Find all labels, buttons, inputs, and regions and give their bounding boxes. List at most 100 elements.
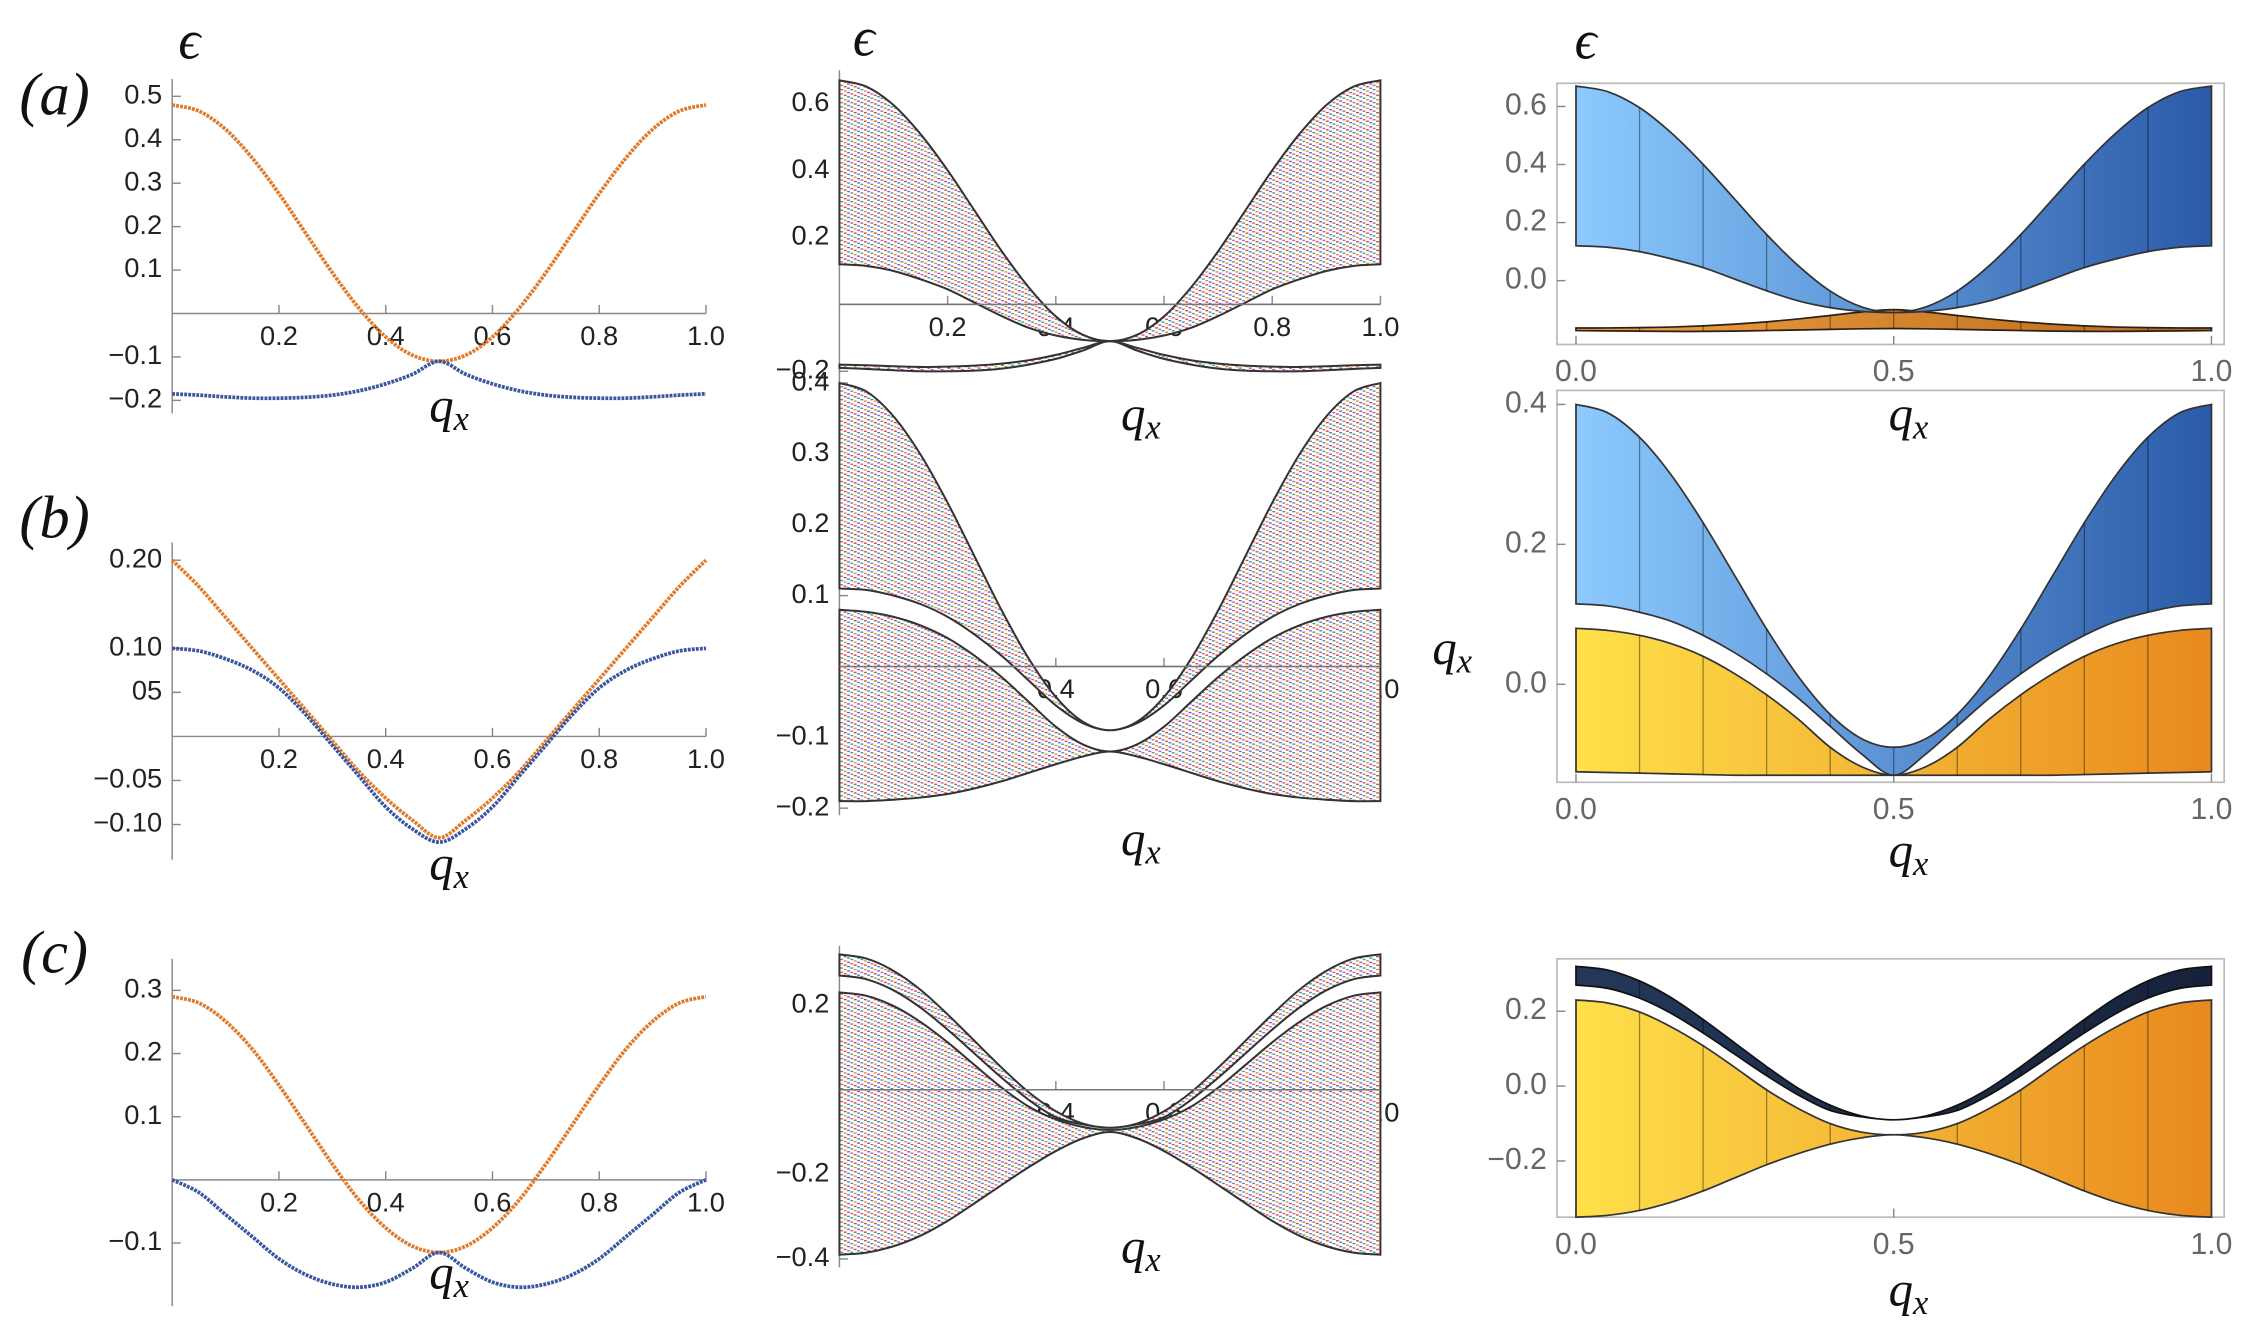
x-tick-label: 0.5: [1873, 1228, 1915, 1261]
y-tick-label: 0.2: [124, 209, 162, 240]
x-tick-label: 0.0: [1555, 355, 1597, 388]
annotation: qx: [1432, 621, 1472, 680]
x-tick-label: 1.0: [687, 1186, 725, 1217]
x-axis-label: qx: [1889, 824, 1929, 883]
surface: [1575, 85, 2213, 314]
y-axis-label: ϵ: [853, 7, 877, 68]
x-axis-label-sub: x: [1912, 409, 1929, 447]
curve: [170, 558, 708, 840]
y-tick-label: 0.4: [792, 153, 830, 184]
surface: [1575, 403, 2213, 777]
x-tick-label: 0.8: [580, 320, 618, 351]
y-tick-label: 0.2: [1505, 205, 1547, 238]
y-tick-label: 0.2: [792, 220, 830, 251]
y-tick-label: 0.0: [1505, 1068, 1547, 1101]
x-axis-label-sub: x: [453, 858, 470, 896]
surface: [1575, 627, 2213, 777]
y-tick-label: −0.2: [108, 383, 162, 414]
x-axis-label-sub: x: [453, 1267, 470, 1305]
band: [838, 381, 1382, 732]
x-tick-label: 0.2: [260, 743, 298, 774]
plot-frame: [1556, 389, 2226, 784]
band: [838, 953, 1382, 1129]
y-tick-label: 0.2: [792, 507, 830, 538]
y-axis-label: ϵ: [1575, 9, 1599, 70]
y-tick-label: 0.4: [792, 365, 830, 396]
y-tick-label: −0.2: [776, 790, 830, 821]
y-tick-label: 0.1: [124, 252, 162, 283]
x-tick-label: 0.6: [474, 1186, 512, 1217]
x-tick-label: 0.5: [1873, 355, 1915, 388]
surface: [1575, 999, 2213, 1219]
y-tick-label: 0.1: [792, 578, 830, 609]
y-tick-label: 0.4: [124, 122, 162, 153]
x-axis-label: qx: [1121, 1220, 1161, 1279]
x-axis-label-base: q: [1889, 824, 1913, 878]
x-axis-label: qx: [1121, 387, 1161, 446]
x-axis-label-base: q: [1889, 1263, 1913, 1317]
y-tick-label: −0.2: [776, 353, 830, 384]
panel-label: (a): [19, 61, 89, 128]
curve: [171, 1178, 707, 1290]
plot-frame: [1556, 82, 2226, 346]
x-axis-label-sub: x: [1144, 409, 1161, 447]
x-axis-label-base: q: [1121, 387, 1145, 441]
annotation-sub: x: [1456, 642, 1473, 680]
y-tick-label: 0.6: [792, 86, 830, 117]
x-tick-label: 0.8: [1253, 311, 1291, 342]
x-axis-label: qx: [1889, 1263, 1929, 1322]
y-tick-label: 0.3: [124, 973, 162, 1004]
y-tick-label: −0.05: [93, 763, 162, 794]
y-tick-label: 0.4: [1505, 146, 1547, 179]
x-tick-label: 0.5: [1873, 793, 1915, 826]
x-axis-label: qx: [1889, 387, 1929, 446]
x-axis-label-sub: x: [1912, 1284, 1929, 1322]
x-tick-label: 1.0: [2191, 355, 2233, 388]
x-axis-label-base: q: [1121, 1220, 1145, 1274]
x-axis-label-base: q: [1121, 812, 1145, 866]
x-tick-label: 0.2: [929, 311, 967, 342]
panel-label: (c): [21, 920, 88, 987]
x-tick-label: 0.0: [1555, 793, 1597, 826]
y-tick-label: 0.20: [109, 542, 162, 573]
x-axis-label-base: q: [429, 379, 453, 433]
curve: [171, 994, 707, 1255]
x-tick-label: 1.0: [1361, 311, 1399, 342]
x-tick-label: 1.0: [2191, 1228, 2233, 1261]
y-tick-label: −0.2: [776, 1157, 830, 1188]
panel-label: (b): [19, 485, 89, 552]
x-tick-label: 0.2: [260, 1186, 298, 1217]
x-axis-label: qx: [429, 1246, 469, 1305]
x-tick-label: 0.0: [1555, 1228, 1597, 1261]
x-tick-label: 0.4: [367, 743, 405, 774]
y-tick-label: 0.0: [1505, 666, 1547, 699]
y-tick-label: 0.1: [124, 1099, 162, 1130]
x-tick-label: 1.0: [2191, 793, 2233, 826]
y-axis-label: ϵ: [178, 9, 202, 70]
x-tick-label: 0.2: [260, 320, 298, 351]
y-tick-label: 05: [132, 675, 162, 706]
x-tick-label: 0.4: [367, 1186, 405, 1217]
y-tick-label: −0.4: [776, 1241, 830, 1272]
curve: [172, 359, 707, 401]
y-tick-label: 0.6: [1505, 88, 1547, 121]
surface: [1575, 308, 2213, 333]
y-tick-label: 0.0: [1505, 263, 1547, 296]
band: [838, 608, 1382, 803]
curve: [171, 103, 707, 364]
y-tick-label: 0.2: [124, 1036, 162, 1067]
x-axis-label-sub: x: [1144, 833, 1161, 871]
x-tick-label: 0.8: [580, 743, 618, 774]
band: [838, 991, 1382, 1256]
y-tick-label: 0.3: [124, 165, 162, 196]
x-axis-label-base: q: [429, 1246, 453, 1300]
x-axis-label: qx: [1121, 812, 1161, 871]
x-axis-label: qx: [429, 379, 469, 438]
x-axis-label-sub: x: [453, 400, 470, 438]
x-axis-label: qx: [429, 837, 469, 896]
band: [838, 79, 1382, 343]
plot-frame: [1556, 957, 2226, 1219]
x-tick-label: 1.0: [687, 320, 725, 351]
x-tick-label: 0.8: [580, 1186, 618, 1217]
